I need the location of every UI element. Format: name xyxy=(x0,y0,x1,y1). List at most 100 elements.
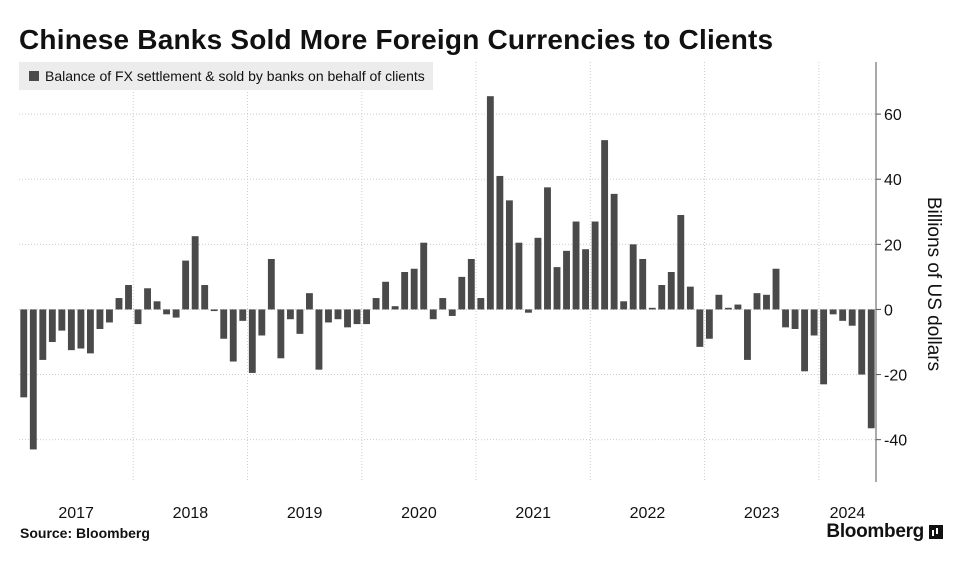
bar xyxy=(658,285,666,310)
bar xyxy=(753,293,761,310)
bar xyxy=(448,309,456,316)
bar xyxy=(277,309,285,359)
bar xyxy=(58,309,66,331)
bar xyxy=(77,309,85,349)
y-tick-label: -20 xyxy=(884,368,907,385)
bar xyxy=(429,309,437,320)
bar xyxy=(620,301,628,310)
bar xyxy=(372,298,380,310)
y-tick-label: 40 xyxy=(884,172,902,189)
chart-title: Chinese Banks Sold More Foreign Currenci… xyxy=(19,24,774,55)
y-tick-label: -40 xyxy=(884,433,907,450)
bar xyxy=(239,309,247,321)
bar xyxy=(534,237,542,310)
bar xyxy=(210,309,218,312)
x-tick-label: 2018 xyxy=(173,505,209,522)
bar xyxy=(296,309,304,334)
bar xyxy=(563,250,570,310)
gridlines xyxy=(19,62,881,482)
bar xyxy=(106,309,113,323)
bar xyxy=(96,309,104,329)
bar xyxy=(39,309,47,360)
x-tick-label: 2017 xyxy=(58,505,94,522)
legend: Balance of FX settlement & sold by banks… xyxy=(19,62,433,90)
bar xyxy=(801,309,809,372)
bar xyxy=(591,221,599,310)
y-axis-label: Billions of US dollars xyxy=(923,197,944,371)
bar xyxy=(686,286,694,310)
bar xyxy=(401,272,409,310)
bar xyxy=(715,294,723,310)
bloomberg-logo: Bloomberg xyxy=(826,521,943,543)
brand-label: Bloomberg xyxy=(826,521,924,542)
bar xyxy=(601,140,609,310)
bar xyxy=(306,293,313,310)
bar xyxy=(505,200,513,310)
bar xyxy=(810,309,818,336)
y-axis-tick-labels: 60 40 20 0 -20 -40 xyxy=(884,107,907,450)
bar xyxy=(115,298,123,310)
bar xyxy=(763,294,770,310)
bar xyxy=(191,236,199,310)
x-tick-label: 2022 xyxy=(630,505,666,522)
bar xyxy=(163,309,171,315)
bar xyxy=(772,268,780,310)
bar xyxy=(667,272,675,310)
bar xyxy=(496,175,504,310)
bar xyxy=(334,309,342,320)
bar xyxy=(220,309,228,339)
bar xyxy=(353,309,361,325)
bar xyxy=(639,258,647,310)
bar xyxy=(420,242,428,310)
bar xyxy=(629,244,637,310)
bar xyxy=(144,288,151,310)
bar xyxy=(515,242,523,310)
bar xyxy=(86,309,94,354)
x-tick-label: 2021 xyxy=(515,505,551,522)
bar xyxy=(839,309,847,321)
bar xyxy=(848,309,856,326)
bar xyxy=(382,281,390,310)
bar xyxy=(734,304,742,310)
x-tick-label: 2023 xyxy=(744,505,780,522)
bar xyxy=(582,249,589,310)
bar xyxy=(248,309,256,373)
bar xyxy=(544,187,551,310)
bar xyxy=(791,309,799,329)
bar xyxy=(858,309,866,375)
bar xyxy=(829,309,837,315)
x-axis-tick-labels: 2017 2018 2019 2020 2021 2022 2023 2024 xyxy=(58,505,865,522)
bar xyxy=(458,276,466,310)
legend-swatch xyxy=(29,71,39,81)
y-tick-label: 20 xyxy=(884,237,902,254)
bar xyxy=(20,309,28,398)
bar xyxy=(391,306,399,310)
bar xyxy=(820,309,828,385)
bar xyxy=(648,307,656,310)
bar xyxy=(410,268,418,310)
bar xyxy=(477,298,485,310)
x-tick-label: 2020 xyxy=(401,505,437,522)
bar xyxy=(172,309,180,318)
bar xyxy=(229,309,237,362)
bar xyxy=(572,221,580,310)
bar xyxy=(153,301,161,310)
y-tick-label: 0 xyxy=(884,302,893,319)
bar xyxy=(125,285,132,310)
bar-series xyxy=(20,96,875,450)
bar xyxy=(867,309,875,429)
bar xyxy=(315,309,323,370)
bar xyxy=(744,309,751,360)
bar xyxy=(134,309,142,325)
bar xyxy=(677,215,685,310)
bar xyxy=(782,309,789,328)
bar xyxy=(724,307,732,310)
bar xyxy=(258,309,266,336)
y-tick-label: 60 xyxy=(884,107,902,124)
legend-label: Balance of FX settlement & sold by banks… xyxy=(45,68,425,84)
x-tick-label: 2024 xyxy=(830,505,866,522)
bar xyxy=(267,258,275,310)
bar xyxy=(439,298,447,310)
bar xyxy=(486,96,494,310)
